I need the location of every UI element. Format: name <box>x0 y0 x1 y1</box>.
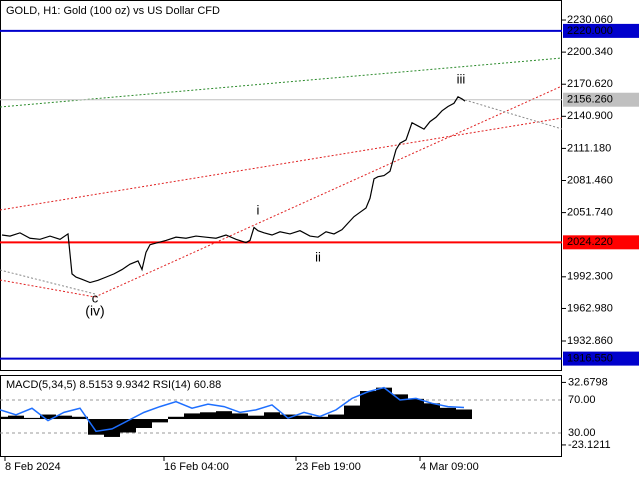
trendline <box>0 279 96 298</box>
x-tick-label: 23 Feb 19:00 <box>296 461 361 473</box>
price-line <box>1 95 466 284</box>
macd-bar <box>24 417 40 420</box>
level-label: 2024.220 <box>567 236 613 248</box>
wave-label: (iv) <box>85 303 104 319</box>
level-label-box <box>563 23 639 38</box>
macd-bar <box>264 412 280 420</box>
macd-bar <box>440 407 456 420</box>
y-tick-label: 2170.620 <box>567 78 613 90</box>
macd-bar <box>376 387 392 420</box>
macd-bar <box>152 419 168 423</box>
y-tick-label: 2200.340 <box>567 46 613 58</box>
y-tick-label: 2111.180 <box>567 142 611 154</box>
level-label: 1916.550 <box>567 353 613 365</box>
macd-bar <box>424 403 440 420</box>
main-frame <box>0 0 562 371</box>
macd-bar <box>104 419 120 437</box>
indicator-title: MACD(5,34,5) 8.5153 9.9342 RSI(14) 60.88 <box>6 379 221 391</box>
macd-bar <box>72 416 88 420</box>
macd-bar <box>248 415 264 420</box>
x-tick-label: 8 Feb 2024 <box>5 461 61 473</box>
macd-bar <box>216 411 232 420</box>
wave-label: ii <box>315 249 321 264</box>
y-tick-label: 2051.740 <box>567 207 613 219</box>
macd-bar <box>40 414 56 420</box>
x-tick-label: 4 Mar 09:00 <box>420 461 479 473</box>
trendline <box>464 99 563 130</box>
macd-bar <box>56 415 72 420</box>
macd-bar <box>184 413 200 420</box>
trendline <box>94 85 563 298</box>
level-label-box <box>563 351 639 366</box>
x-tick-label: 16 Feb 04:00 <box>164 461 229 473</box>
macd-bar <box>232 413 248 420</box>
y-tick-label: 1992.300 <box>567 271 613 283</box>
trendline <box>0 117 563 211</box>
y-tick-label: 1962.980 <box>567 302 613 314</box>
chart-title: GOLD, H1: Gold (100 oz) vs US Dollar CFD <box>6 5 220 17</box>
trendlines <box>0 57 563 298</box>
macd-bar <box>328 414 344 420</box>
macd-bar <box>312 416 328 420</box>
y-tick-label: 2081.460 <box>567 174 613 186</box>
level-label-box <box>563 235 639 250</box>
macd-bar <box>200 412 216 420</box>
y-tick-label: 2230.060 <box>567 14 613 26</box>
macd-bar <box>168 416 184 420</box>
level-label: 2156.260 <box>567 94 613 106</box>
trendline <box>0 269 96 295</box>
level-label-box <box>563 92 639 107</box>
y-tick-label: -23.1211 <box>568 439 611 451</box>
rsi-line <box>0 386 465 433</box>
y-tick-label: 2140.900 <box>567 110 613 122</box>
macd-bar <box>280 414 296 420</box>
y2-tick-label: 30.00 <box>568 427 596 439</box>
y-tick-label: 32.6798 <box>568 376 608 388</box>
level-label: 2220.000 <box>567 25 613 37</box>
macd-bar <box>88 419 104 435</box>
macd-bar <box>296 415 312 420</box>
y-tick-label: 1932.860 <box>567 335 613 347</box>
macd-bar <box>408 398 424 420</box>
macd-bar <box>136 419 152 428</box>
sub-frame <box>0 375 562 457</box>
y2-tick-label: 70.00 <box>568 394 596 406</box>
macd-bar <box>0 416 8 420</box>
wave-label: c <box>92 290 99 305</box>
wave-label: iii <box>457 71 466 86</box>
macd-bar <box>344 405 360 420</box>
wave-label: i <box>257 202 260 217</box>
macd-bar <box>360 391 376 420</box>
macd-bar <box>456 409 472 420</box>
macd-bar <box>392 394 408 420</box>
macd-bar <box>8 415 24 420</box>
